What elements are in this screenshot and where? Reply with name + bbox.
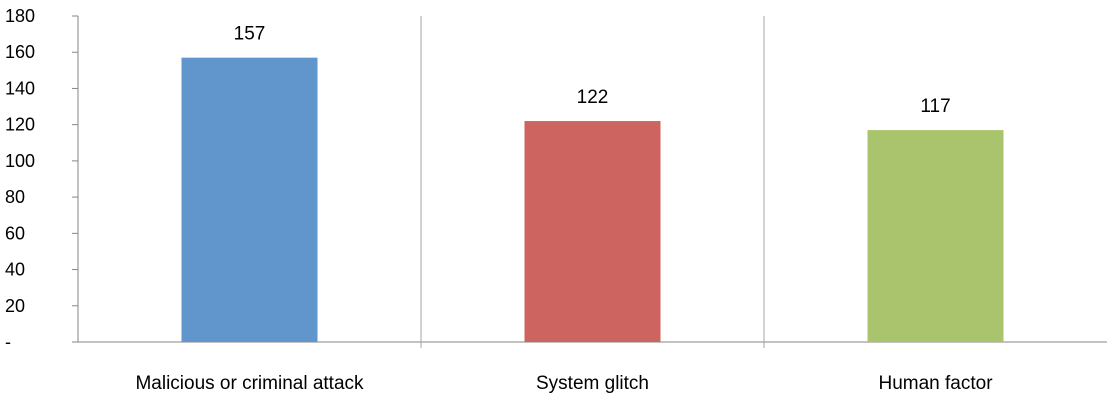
- y-tick-label: 80: [5, 187, 25, 207]
- bar: [867, 130, 1004, 342]
- y-tick-label: 40: [5, 260, 25, 280]
- y-tick-label: 100: [5, 151, 35, 171]
- bars: [181, 57, 1004, 343]
- data-label: 117: [920, 96, 950, 117]
- y-tick-label: 180: [5, 6, 35, 26]
- data-label: 122: [577, 87, 609, 108]
- labels: - 20 40 60 80 100 120 140 160 180 157 Malicious or …: [5, 6, 993, 393]
- y-tick-label: 60: [5, 223, 25, 243]
- y-tick-label: 140: [5, 78, 35, 98]
- x-tick-label: Human factor: [878, 373, 993, 393]
- data-label: 157: [234, 24, 266, 45]
- x-tick-label: System glitch: [536, 373, 649, 393]
- bar: [181, 57, 318, 343]
- y-tick-label: 120: [5, 115, 35, 135]
- y-tick-label: -: [5, 332, 11, 352]
- x-tick-label: Malicious or criminal attack: [135, 373, 364, 393]
- bar: [524, 121, 661, 343]
- y-tick-label: 20: [5, 296, 25, 316]
- y-tick-label: 160: [5, 42, 35, 62]
